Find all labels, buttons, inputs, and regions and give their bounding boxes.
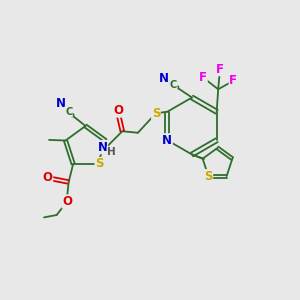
Text: S: S (95, 158, 103, 170)
Text: S: S (152, 107, 160, 120)
Text: N: N (162, 134, 172, 147)
Text: F: F (216, 63, 224, 76)
Text: S: S (204, 169, 213, 183)
Text: O: O (114, 104, 124, 117)
Text: N: N (56, 97, 66, 110)
Text: C: C (65, 106, 72, 117)
Text: N: N (159, 72, 169, 85)
Text: O: O (43, 171, 53, 184)
Text: N: N (98, 141, 107, 154)
Text: C: C (170, 80, 177, 90)
Text: O: O (62, 195, 72, 208)
Text: H: H (107, 147, 116, 157)
Text: F: F (229, 74, 237, 87)
Text: F: F (199, 71, 207, 84)
